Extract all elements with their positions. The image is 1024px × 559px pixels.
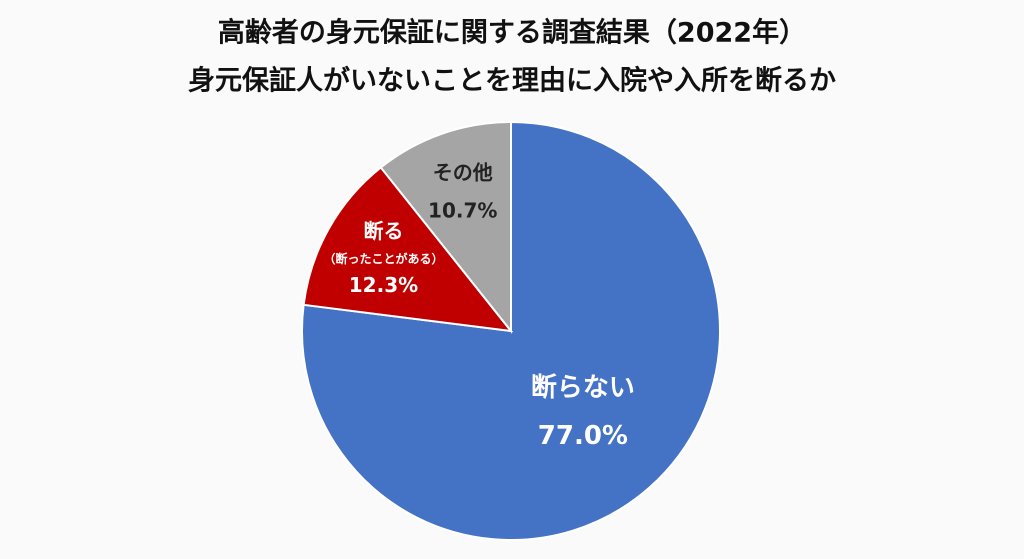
slice-value-label: 77.0% [538,421,628,451]
slice-value-label: 10.7% [428,198,497,222]
slice-label: 断らない [531,372,635,403]
pie-slice [379,120,512,334]
chart-title: 高齢者の身元保証に関する調査結果（2022年） [218,17,806,49]
pie-slice [302,166,514,333]
slice-label: その他 [433,160,493,184]
slice-value-label: 12.3% [349,273,418,297]
slice-note: （断ったことがある） [323,251,443,266]
chart-subtitle: 身元保証人がいないことを理由に入院や入所を断るか [188,65,836,97]
slice-label: 断る [363,219,403,243]
pie-slice [301,120,721,541]
